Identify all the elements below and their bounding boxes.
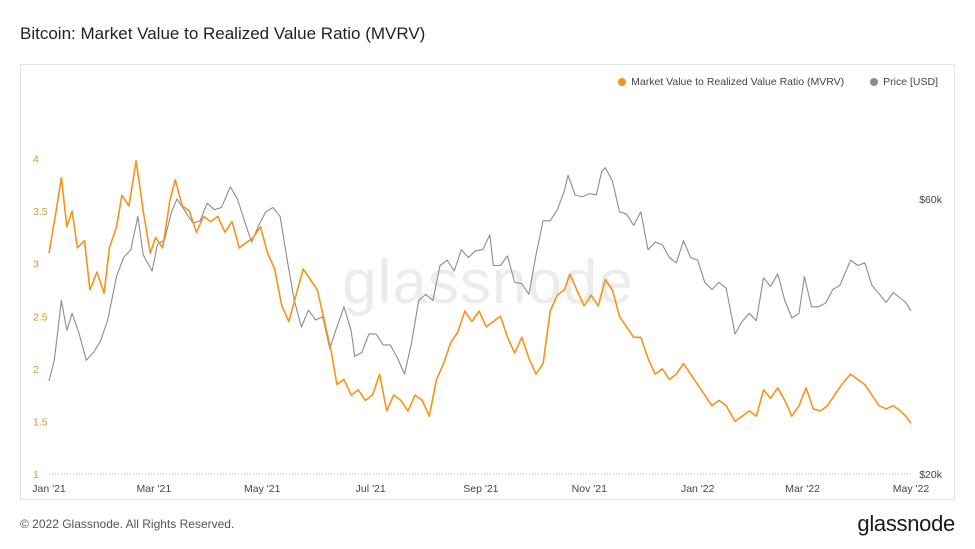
series-line-mvrv <box>48 159 912 424</box>
chart-legend: Market Value to Realized Value Ratio (MV… <box>618 76 938 88</box>
y-left-tick-label: 4 <box>33 154 39 166</box>
x-tick-label: Jul '21 <box>356 483 386 495</box>
legend-label-price: Price [USD] <box>883 76 938 88</box>
footer-logo[interactable]: glassnode <box>857 511 955 536</box>
y-right-tick-label: $60k <box>919 194 943 206</box>
legend-label-mvrv: Market Value to Realized Value Ratio (MV… <box>631 76 845 88</box>
y-left-tick-label: 1.5 <box>33 416 48 428</box>
legend-item-price[interactable]: Price [USD] <box>870 76 938 88</box>
axes-layer: 1 1.5 2 2.5 3 3.5 4 $20k $60k Jan '21 Mar '21 May '… <box>32 154 943 495</box>
x-tick-label: Nov '21 <box>572 483 607 495</box>
series-layer <box>48 159 912 424</box>
x-tick-label: Mar '22 <box>785 483 820 495</box>
y-left-tick-label: 1 <box>33 469 39 481</box>
x-tick-label: May '21 <box>244 483 281 495</box>
page-title: Bitcoin: Market Value to Realized Value … <box>20 24 426 43</box>
legend-marker-price <box>870 78 879 86</box>
y-right-tick-label: $20k <box>919 469 943 481</box>
legend-item-mvrv[interactable]: Market Value to Realized Value Ratio (MV… <box>618 76 844 88</box>
chart-svg: glassnode 1 1.5 2 2.5 3 3.5 4 $20k $60k Jan '21 Ma… <box>32 154 943 495</box>
y-left-tick-label: 2 <box>33 364 39 376</box>
x-tick-label: Sep '21 <box>463 483 498 495</box>
footer-copyright: © 2022 Glassnode. All Rights Reserved. <box>20 517 235 531</box>
x-tick-label: Mar '21 <box>137 483 172 495</box>
legend-marker-mvrv <box>618 78 627 86</box>
watermark-text: glassnode <box>342 248 634 317</box>
y-left-tick-label: 3.5 <box>33 206 48 218</box>
series-line-price <box>48 167 912 382</box>
y-left-tick-label: 3 <box>33 259 39 271</box>
x-tick-label: Jan '22 <box>681 483 715 495</box>
chart-container: glassnode 1 1.5 2 2.5 3 3.5 4 $20k $60k Jan '21 Ma… <box>20 64 955 500</box>
y-left-tick-label: 2.5 <box>33 311 48 323</box>
x-tick-label: May '22 <box>893 483 930 495</box>
x-tick-label: Jan '21 <box>32 483 66 495</box>
